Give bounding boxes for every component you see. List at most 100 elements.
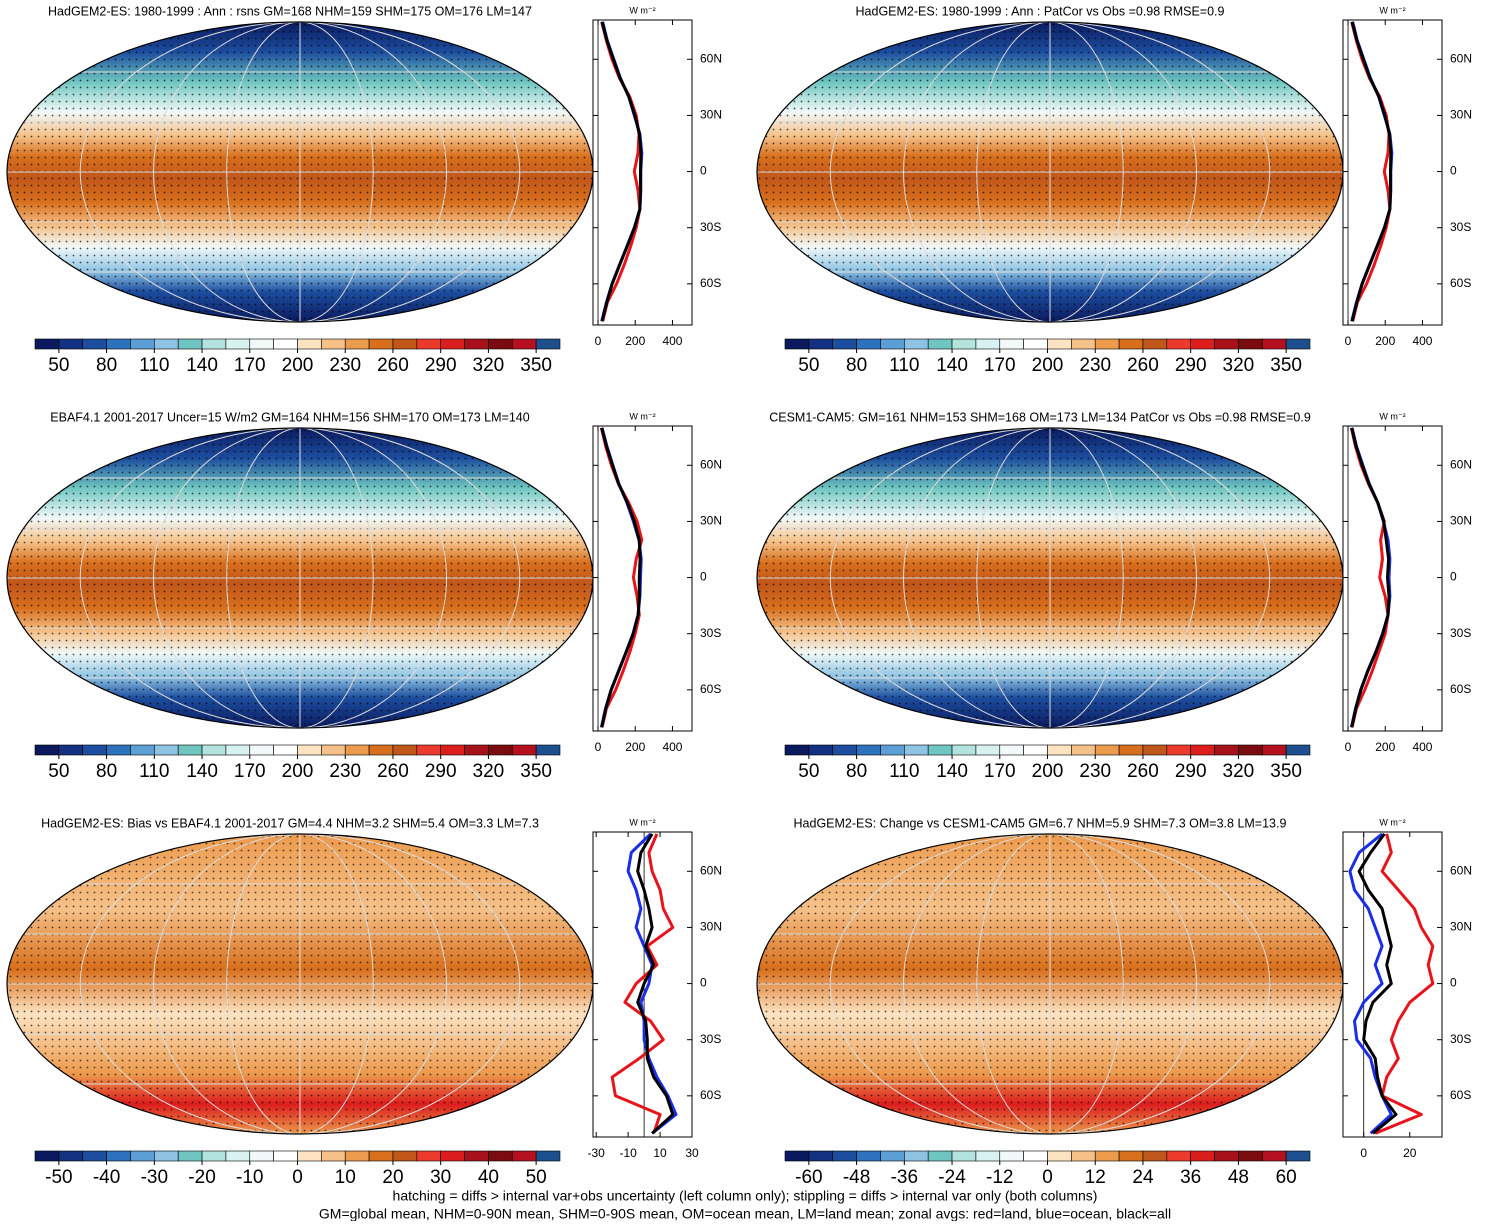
y-tick-label: 60N <box>700 51 722 65</box>
y-tick-label: 60S <box>1450 1088 1471 1102</box>
colorbar-label: 290 <box>1175 355 1207 376</box>
colorbar-box <box>999 338 1024 350</box>
y-tick-label: 60N <box>700 863 722 877</box>
colorbar-label: 350 <box>1270 355 1302 376</box>
colorbar-box <box>1118 744 1144 756</box>
colorbar-box <box>58 338 84 350</box>
x-tick-label: 400 <box>1412 334 1432 348</box>
colorbar-box <box>1047 744 1072 756</box>
y-tick-label: 60N <box>1450 457 1472 471</box>
colorbar-box <box>273 1150 298 1162</box>
y-tick-label: 30N <box>1450 920 1472 934</box>
colorbar-box <box>154 744 179 756</box>
colorbar-label: 200 <box>282 761 314 782</box>
y-tick-label: 0 <box>700 570 707 584</box>
colorbar-box <box>904 338 929 350</box>
colorbar-box <box>1261 1150 1287 1162</box>
colorbar-box <box>535 744 561 756</box>
colorbar-box <box>1166 744 1191 756</box>
colorbar-label: -50 <box>45 1167 72 1188</box>
colorbar-box <box>368 338 394 350</box>
colorbar-box <box>177 338 203 350</box>
profile-frame <box>592 425 693 732</box>
x-tick-label: 10 <box>653 1146 667 1160</box>
colorbar-label: 200 <box>282 355 314 376</box>
colorbar-box <box>1261 744 1287 756</box>
x-tick-label: -30 <box>588 1146 606 1160</box>
colorbar-box <box>106 744 131 756</box>
profile-unit: W m⁻² <box>1379 411 1405 421</box>
colorbar-box <box>154 338 179 350</box>
colorbar-label: 80 <box>96 355 117 376</box>
colorbar-label: 24 <box>1132 1167 1154 1188</box>
colorbar-label: -24 <box>938 1167 966 1188</box>
profile-line <box>1350 427 1391 728</box>
colorbar-label: 50 <box>48 761 69 782</box>
colorbar-box <box>440 338 465 350</box>
colorbar-box <box>1094 744 1120 756</box>
colorbar-label: 80 <box>846 355 867 376</box>
colorbar-label: 200 <box>1032 355 1064 376</box>
colorbar-box <box>1190 338 1215 350</box>
colorbar-label: 50 <box>798 355 819 376</box>
colorbar-box <box>82 338 107 350</box>
colorbar-box <box>1166 338 1191 350</box>
colorbar-box <box>154 1150 179 1162</box>
colorbar-box <box>34 1150 60 1162</box>
profile-frame <box>592 831 693 1138</box>
colorbar-label: 230 <box>329 761 361 782</box>
colorbar-box <box>1285 744 1311 756</box>
colorbar-label: 140 <box>186 761 218 782</box>
x-tick-label: 400 <box>1412 740 1432 754</box>
colorbar-label: 110 <box>889 355 919 376</box>
colorbar-label: 320 <box>1223 761 1255 782</box>
colorbar-box <box>1142 1150 1168 1162</box>
colorbar-box <box>440 1150 465 1162</box>
colorbar-box <box>392 338 418 350</box>
colorbar-box <box>344 338 370 350</box>
colorbar-box <box>808 744 834 756</box>
x-tick-label: 200 <box>1375 334 1395 348</box>
profile-unit: W m⁻² <box>629 817 655 827</box>
colorbar-box <box>34 338 60 350</box>
colorbar-box <box>1118 1150 1144 1162</box>
colorbar-label: 170 <box>984 761 1016 782</box>
colorbar-box <box>856 1150 881 1162</box>
colorbar-box <box>249 744 274 756</box>
colorbar-box <box>106 1150 131 1162</box>
colorbar-box <box>464 744 489 756</box>
colorbar-box <box>488 744 513 756</box>
profile-frame <box>1342 831 1443 1138</box>
colorbar-label: -30 <box>141 1167 168 1188</box>
colorbar-box <box>951 1150 977 1162</box>
colorbar-box <box>511 744 537 756</box>
colorbar-box <box>784 1150 810 1162</box>
colorbar-label: 320 <box>473 761 505 782</box>
footnote: hatching = diffs > internal var+obs unce… <box>393 1188 1098 1204</box>
y-tick-label: 60S <box>1450 682 1471 696</box>
colorbar-box <box>344 744 370 756</box>
colorbar-box <box>392 744 418 756</box>
colorbar-box <box>34 744 60 756</box>
colorbar-box <box>1023 1150 1048 1162</box>
colorbar-box <box>297 744 322 756</box>
y-tick-label: 60N <box>700 457 722 471</box>
profile-line <box>599 427 643 728</box>
colorbar-box <box>1190 744 1215 756</box>
colorbar-box <box>904 744 929 756</box>
colorbar-label: -40 <box>93 1167 120 1188</box>
colorbar-box <box>951 338 977 350</box>
colorbar-box <box>1238 1150 1263 1162</box>
x-tick-label: 0 <box>595 334 602 348</box>
y-tick-label: 60S <box>700 1088 721 1102</box>
colorbar-box <box>951 744 977 756</box>
colorbar-label: 140 <box>936 355 968 376</box>
y-tick-label: 0 <box>700 976 707 990</box>
y-tick-label: 30S <box>1450 626 1471 640</box>
panel: HadGEM2-ES: Change vs CESM1-CAM5 GM=6.7 … <box>756 816 1472 1188</box>
colorbar-box <box>1166 1150 1191 1162</box>
colorbar-box <box>1142 744 1168 756</box>
colorbar-box <box>416 338 441 350</box>
y-tick-label: 30N <box>700 108 722 122</box>
